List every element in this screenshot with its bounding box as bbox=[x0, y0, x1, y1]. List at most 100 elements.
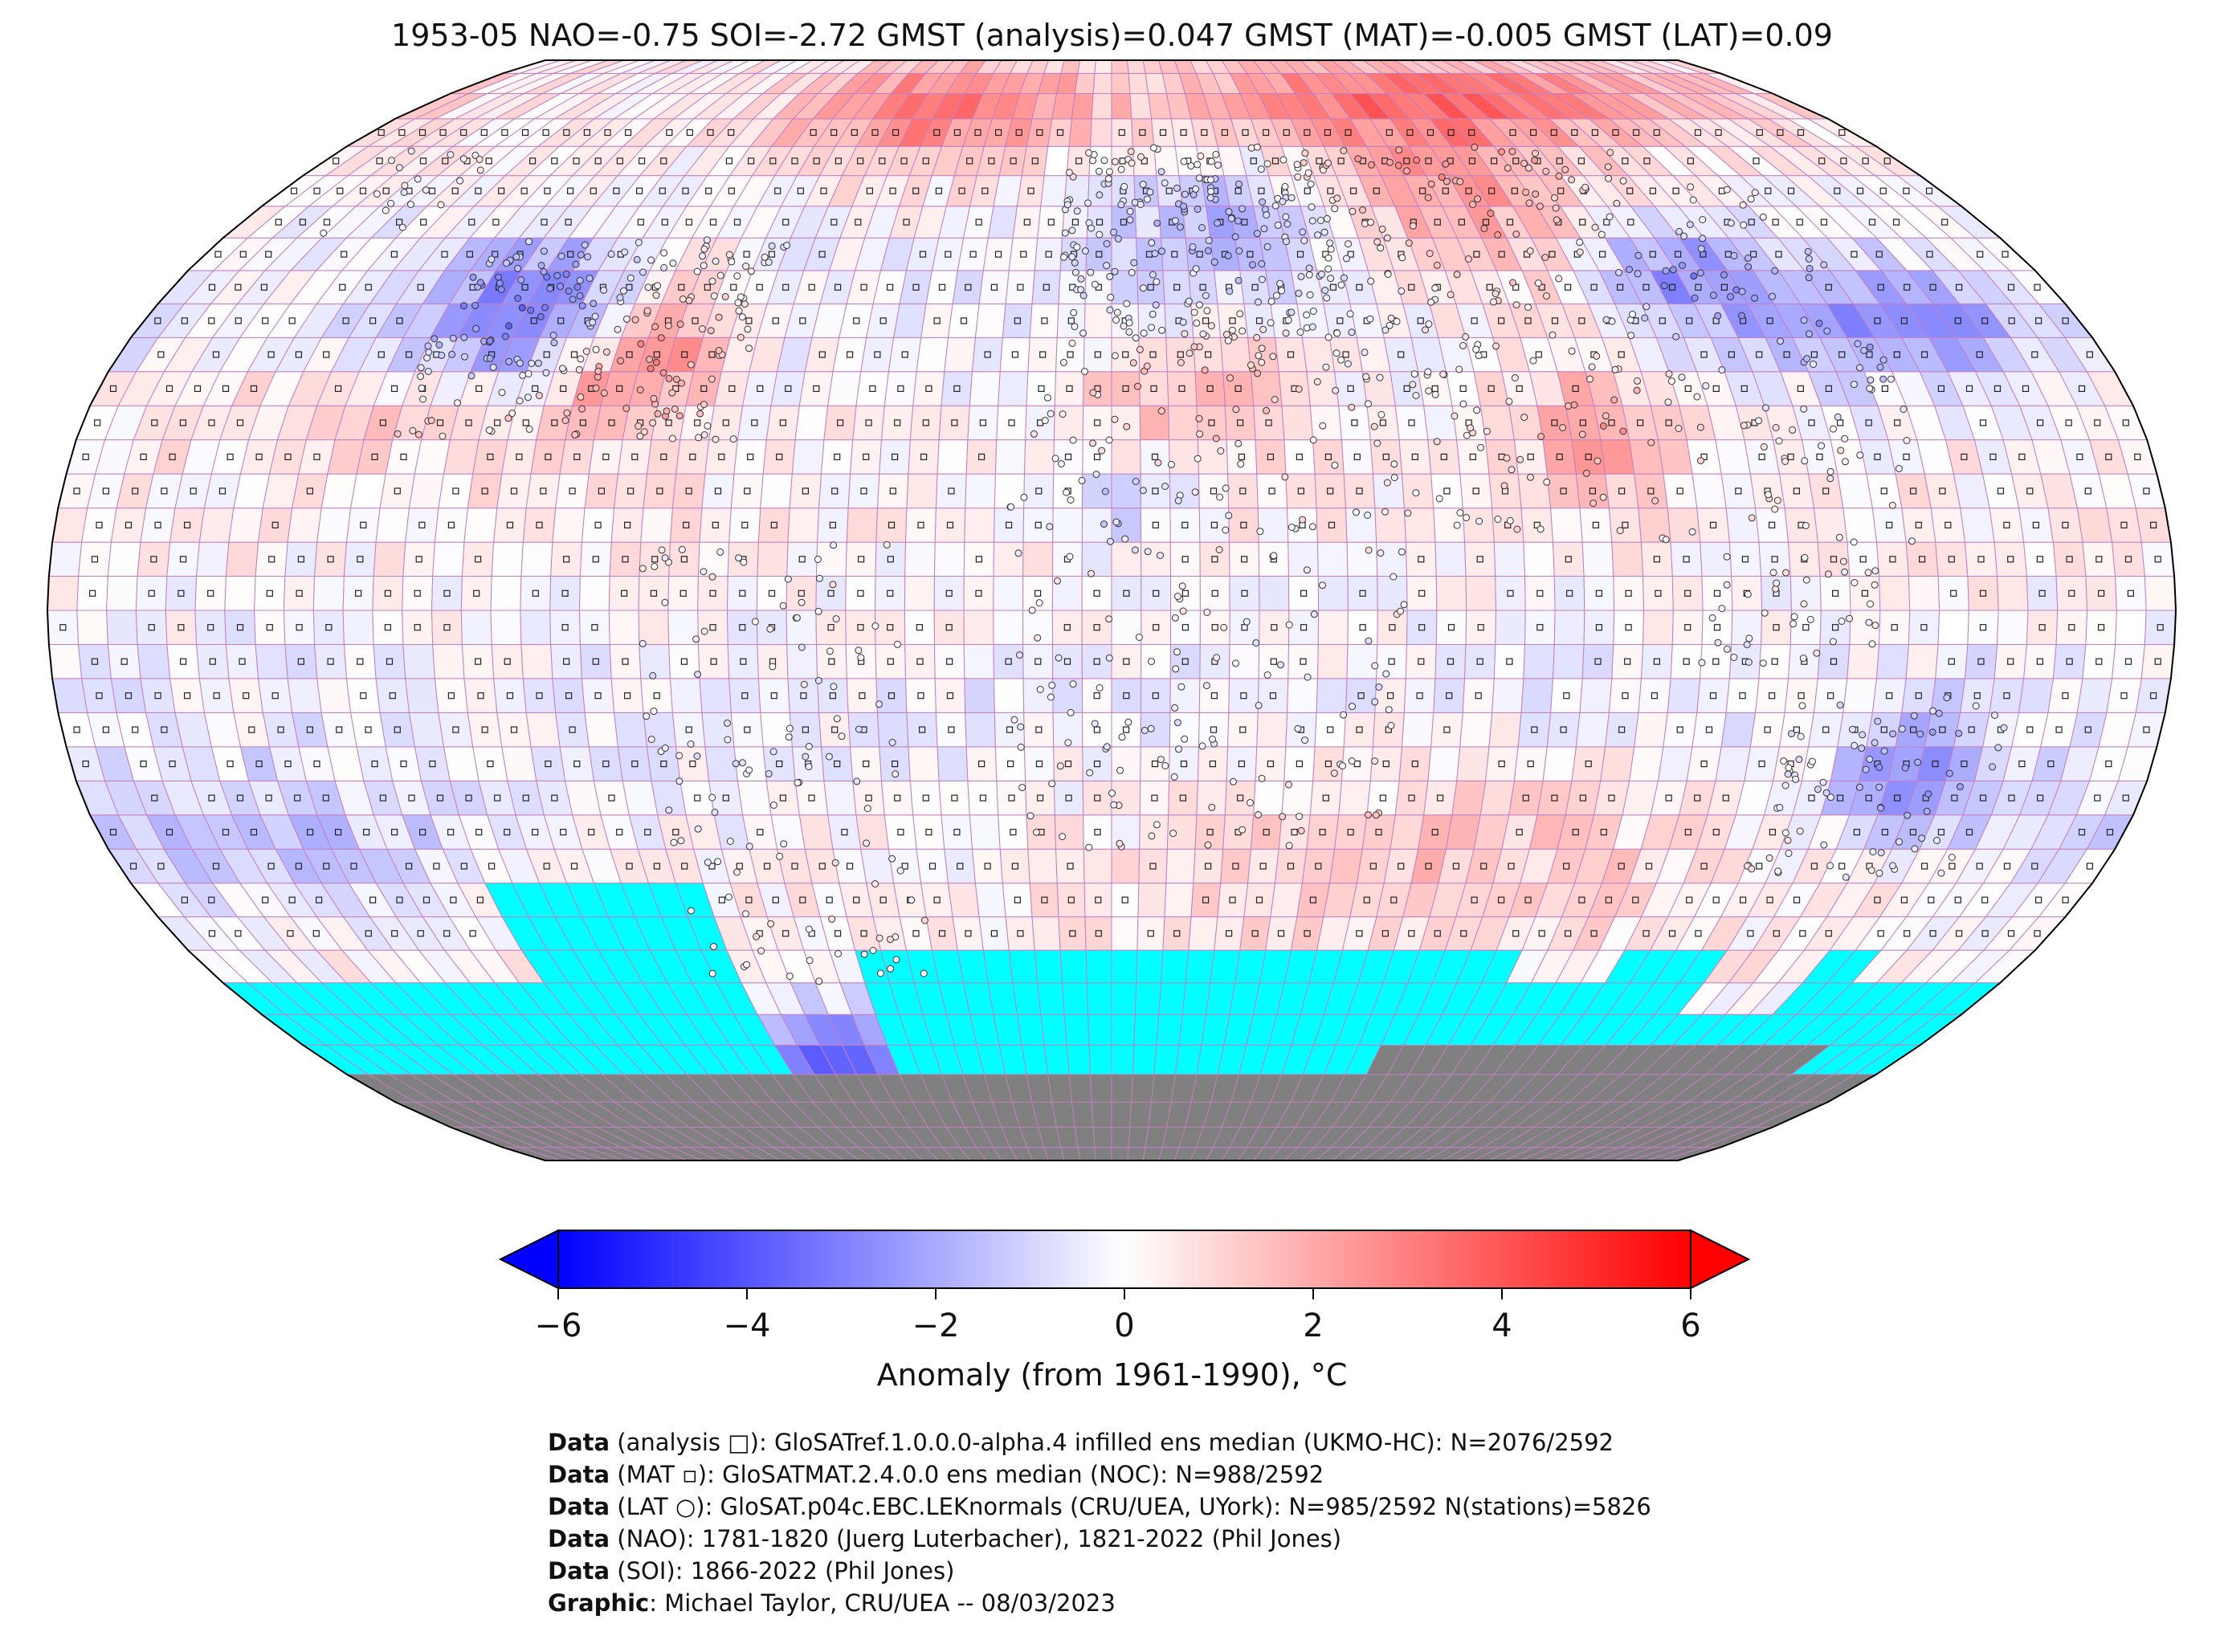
station-marker bbox=[1194, 206, 1202, 213]
grid-cell bbox=[316, 678, 352, 713]
station-marker bbox=[1803, 355, 1811, 363]
grid-cell bbox=[48, 541, 83, 577]
grid-cell bbox=[1314, 473, 1347, 509]
station-marker bbox=[1802, 522, 1810, 529]
station-marker bbox=[1359, 206, 1367, 214]
station-marker bbox=[1604, 163, 1612, 171]
grid-cell bbox=[1394, 405, 1429, 441]
station-marker bbox=[1279, 156, 1287, 164]
grid-cell bbox=[1583, 610, 1615, 645]
grid-cell bbox=[938, 405, 970, 441]
station-marker bbox=[1490, 298, 1497, 306]
grid-cell bbox=[255, 541, 288, 577]
grid-cell bbox=[287, 508, 322, 543]
station-marker bbox=[1111, 267, 1119, 275]
station-marker bbox=[1473, 406, 1481, 414]
station-marker bbox=[517, 276, 525, 283]
grid-cell bbox=[823, 780, 857, 816]
grid-cell bbox=[937, 746, 969, 781]
grid-cell bbox=[578, 576, 610, 611]
station-marker bbox=[1105, 436, 1113, 444]
station-marker bbox=[1323, 214, 1331, 222]
station-marker bbox=[769, 663, 777, 671]
station-marker bbox=[1259, 198, 1267, 206]
grid-cell bbox=[608, 576, 640, 611]
station-marker bbox=[1747, 195, 1755, 203]
grid-cell bbox=[552, 508, 586, 543]
grid-cell bbox=[1074, 72, 1096, 94]
grid-cell bbox=[107, 541, 141, 577]
station-marker bbox=[1394, 161, 1402, 169]
grid-cell bbox=[697, 576, 728, 611]
station-marker bbox=[1172, 665, 1180, 673]
station-marker bbox=[1480, 225, 1488, 233]
station-marker bbox=[769, 802, 777, 809]
grid-cell bbox=[888, 337, 922, 373]
grid-cell bbox=[765, 405, 800, 441]
grid-cell bbox=[1111, 883, 1140, 918]
station-marker bbox=[1602, 316, 1610, 324]
station-marker bbox=[1451, 412, 1459, 420]
station-marker bbox=[786, 973, 794, 980]
station-marker bbox=[1217, 447, 1225, 455]
grid-cell bbox=[925, 916, 958, 951]
grid-cell bbox=[1047, 1074, 1072, 1103]
station-marker bbox=[1340, 711, 1348, 719]
station-marker bbox=[1365, 811, 1372, 819]
station-marker bbox=[1520, 160, 1528, 167]
grid-cell bbox=[283, 610, 316, 645]
station-marker bbox=[1860, 346, 1868, 354]
station-marker bbox=[1120, 322, 1128, 330]
grid-cell bbox=[1993, 541, 2027, 577]
station-marker bbox=[1059, 410, 1067, 418]
station-marker bbox=[724, 893, 732, 901]
grid-cell bbox=[957, 949, 989, 984]
station-marker bbox=[543, 273, 551, 281]
grid-cell bbox=[1372, 712, 1405, 748]
grid-cell bbox=[1347, 576, 1378, 611]
station-marker bbox=[1771, 267, 1779, 275]
grid-cell bbox=[1638, 678, 1671, 713]
station-marker bbox=[654, 282, 662, 290]
grid-cell bbox=[2026, 576, 2059, 611]
grid-cell bbox=[1287, 541, 1319, 577]
grid-cell bbox=[432, 541, 465, 577]
station-marker bbox=[1279, 813, 1287, 821]
grid-cell bbox=[1229, 576, 1260, 611]
grid-cell bbox=[827, 814, 862, 850]
map-title: 1953-05 NAO=-0.75 SOI=-2.72 GMST (analys… bbox=[391, 18, 1833, 53]
station-marker bbox=[1376, 373, 1384, 381]
station-marker bbox=[1570, 401, 1578, 409]
station-marker bbox=[505, 322, 512, 330]
grid-cell bbox=[1029, 883, 1059, 918]
grid-cell bbox=[1037, 982, 1065, 1015]
grid-cell bbox=[965, 439, 998, 475]
station-marker bbox=[1826, 475, 1834, 483]
grid-cell bbox=[2112, 541, 2145, 577]
grid-cell bbox=[1091, 93, 1112, 120]
station-marker bbox=[1598, 230, 1606, 239]
station-marker bbox=[658, 546, 666, 554]
grid-cell bbox=[1091, 1101, 1112, 1128]
station-marker bbox=[449, 334, 457, 342]
station-marker bbox=[1559, 424, 1567, 431]
station-marker bbox=[675, 412, 684, 420]
grid-cell bbox=[1162, 916, 1192, 951]
station-marker bbox=[1105, 168, 1113, 176]
grid-cell bbox=[1316, 678, 1348, 713]
station-marker bbox=[1662, 267, 1670, 275]
station-marker bbox=[664, 322, 672, 330]
grid-cell bbox=[1111, 982, 1137, 1015]
station-marker bbox=[1113, 308, 1121, 316]
grid-cell bbox=[1334, 371, 1368, 406]
station-marker bbox=[1776, 804, 1784, 811]
station-marker bbox=[700, 431, 708, 438]
station-marker bbox=[1086, 769, 1094, 777]
grid-cell bbox=[196, 644, 230, 679]
station-marker bbox=[534, 359, 542, 367]
station-marker bbox=[1384, 271, 1392, 278]
station-marker bbox=[1748, 514, 1756, 522]
station-marker bbox=[1383, 234, 1391, 242]
grid-cell bbox=[312, 576, 345, 611]
grid-cell bbox=[1111, 949, 1138, 984]
